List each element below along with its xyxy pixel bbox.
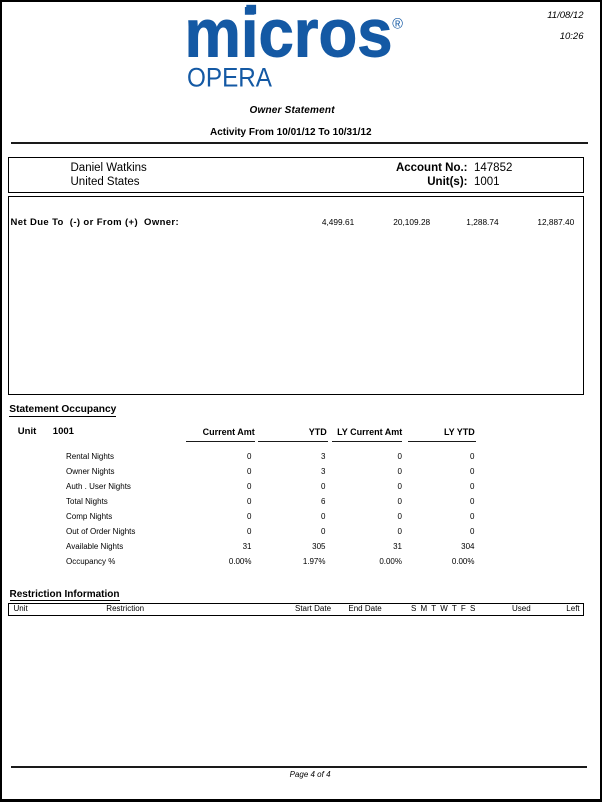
svg-text:®: ®: [392, 17, 403, 33]
svg-text:micros: micros: [185, 0, 393, 72]
svg-text:OPERA: OPERA: [187, 63, 272, 93]
